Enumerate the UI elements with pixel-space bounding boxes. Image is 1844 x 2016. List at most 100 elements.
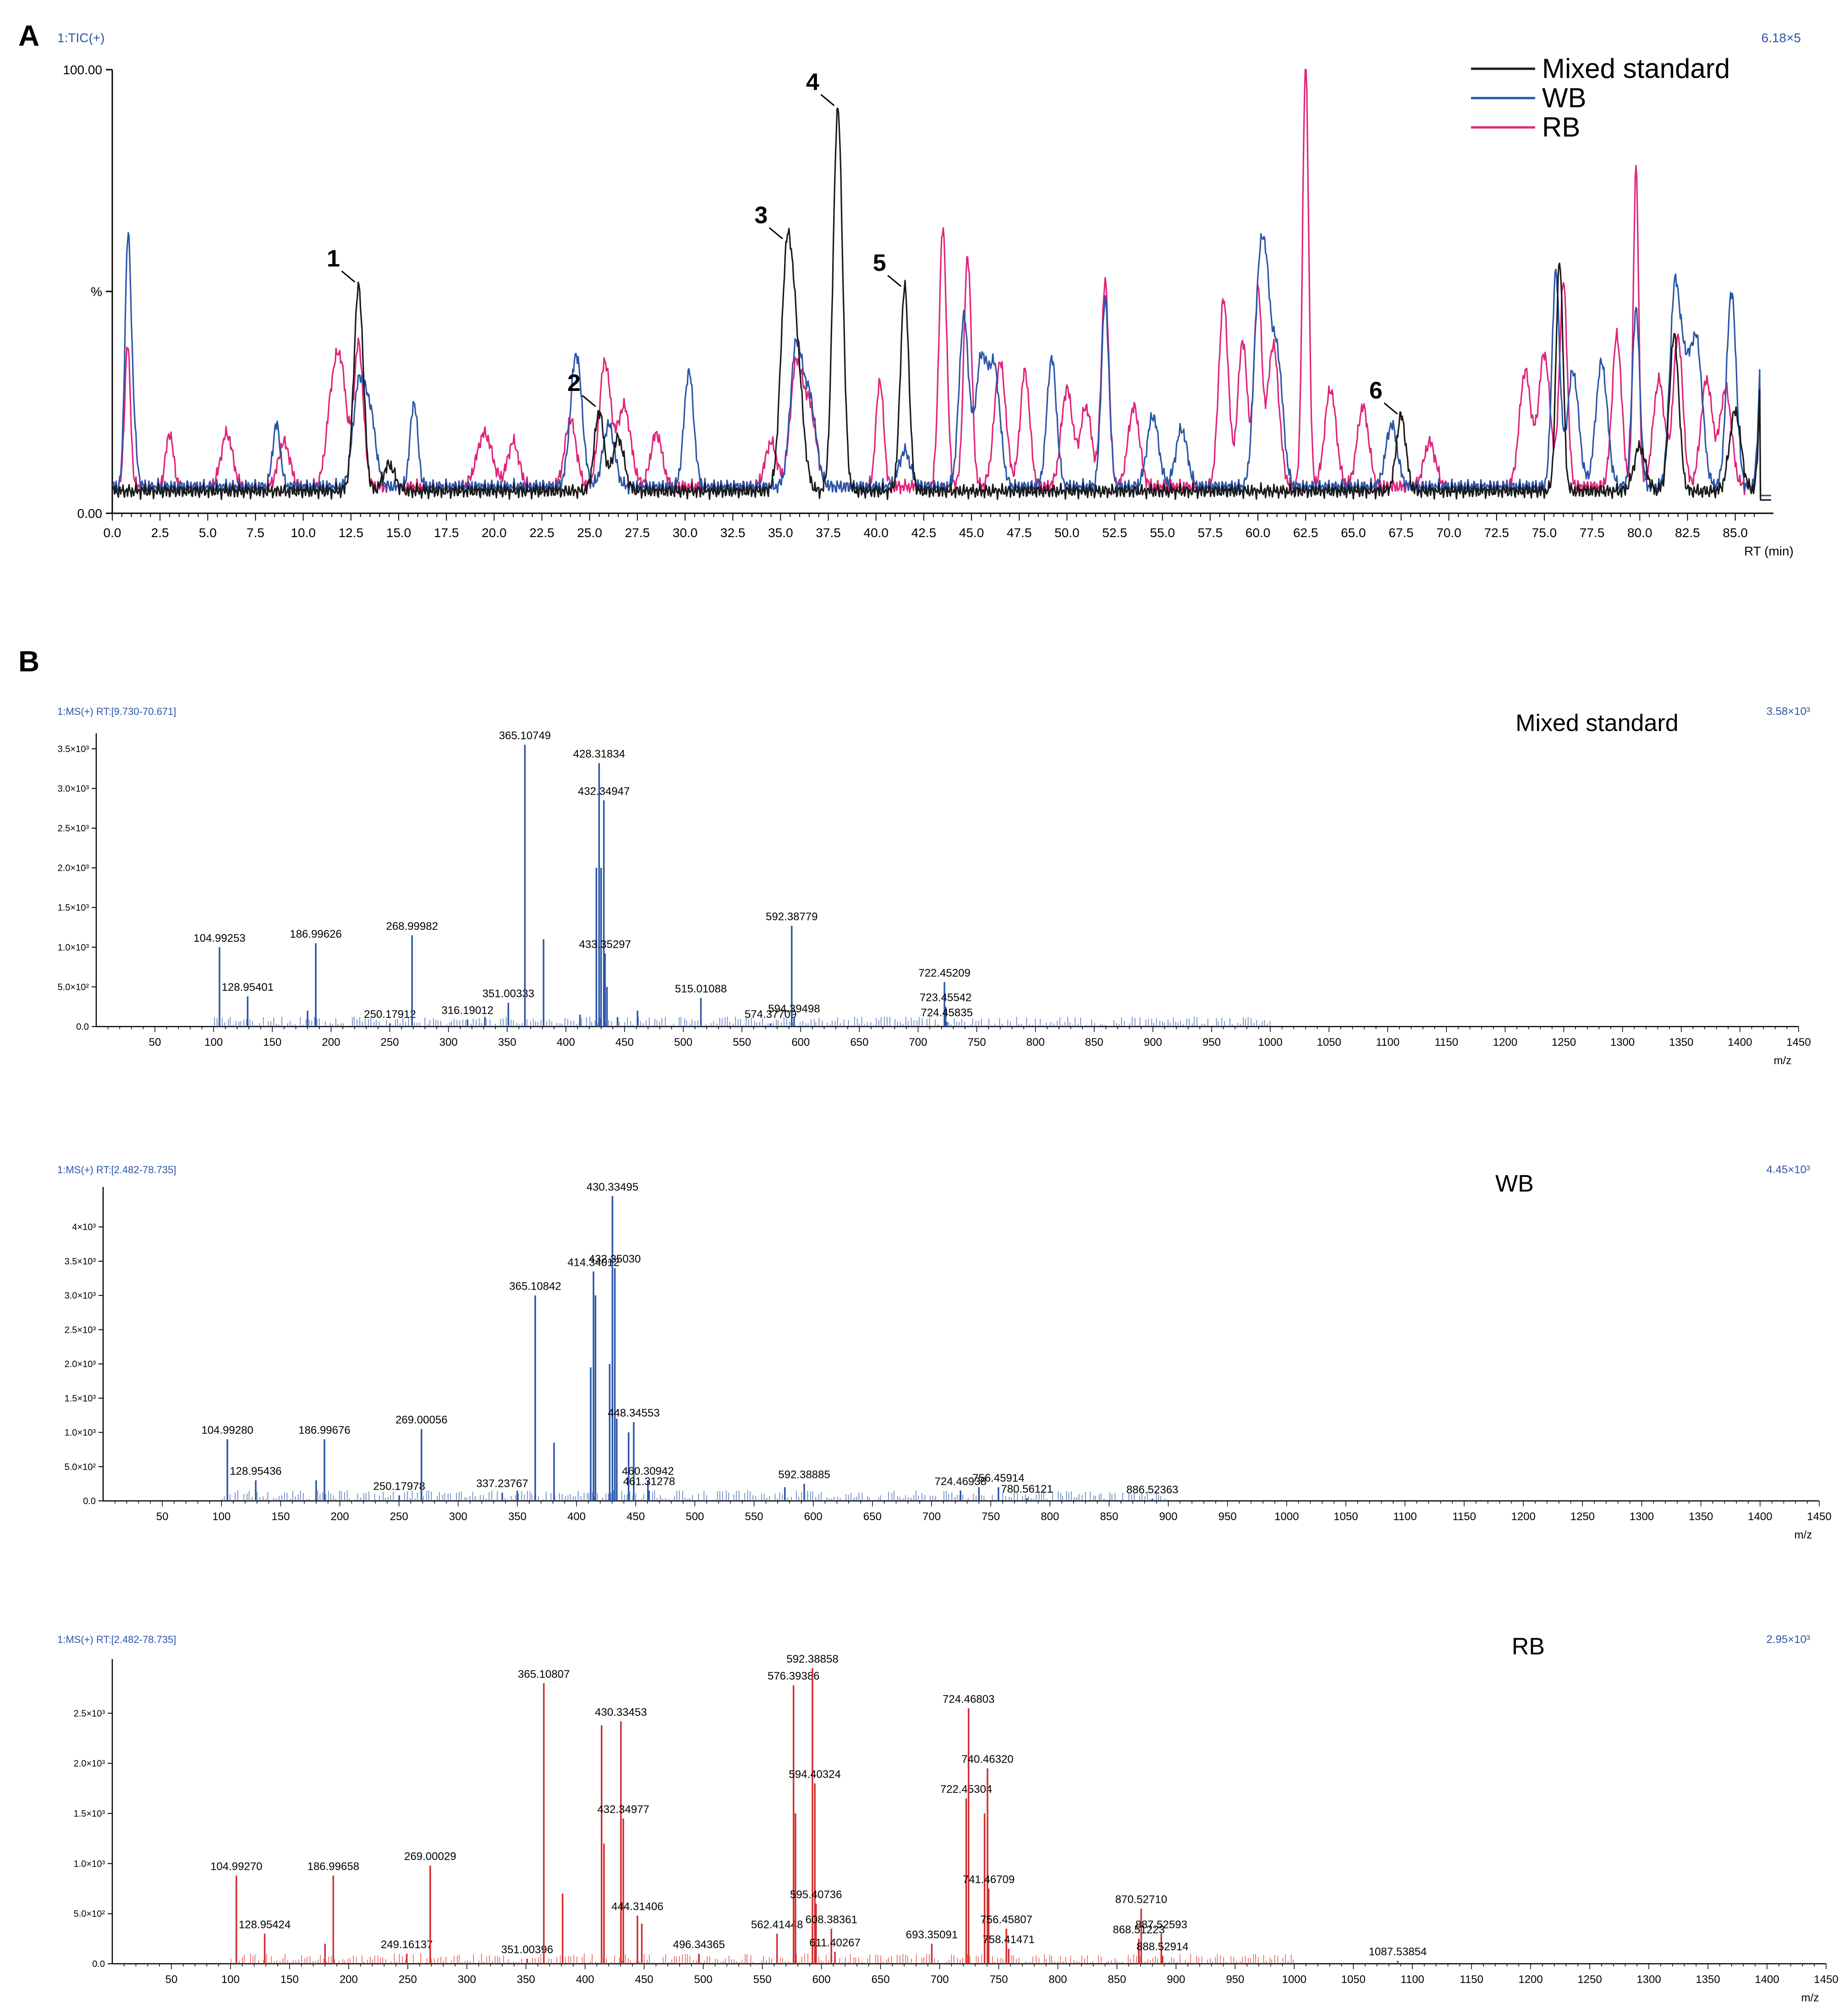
spectrum-x-tick-label: 200: [331, 1511, 349, 1523]
tic-x-tick-label: 5.0: [199, 526, 217, 540]
tic-x-tick-label: 37.5: [816, 526, 841, 540]
spectrum-x-tick-label: 1150: [1435, 1036, 1459, 1049]
ms-spectrum-mixed-standard: 1:MS(+) RT:[9.730-70.671] 3.58×10³ Mixed s…: [57, 705, 1811, 1067]
spectrum-peak-label: 515.01088: [675, 983, 727, 995]
tic-legend-label: WB: [1542, 82, 1586, 113]
spectrum-peak-label: 758.41471: [982, 1934, 1034, 1946]
spectrum-y-tick-label: 0.0: [76, 1022, 89, 1032]
spectrum-x-tick-label: 600: [812, 1973, 831, 1986]
tic-x-tick-label: 67.5: [1388, 526, 1414, 540]
spectrum-y-tick-label: 1.0×10³: [74, 1859, 105, 1869]
tic-x-tick-label: 27.5: [625, 526, 650, 540]
tic-peak-pointer: [820, 94, 835, 106]
spectrum-x-tick-label: 1400: [1728, 1036, 1752, 1049]
spectrum-x-tick-label: 1450: [1814, 1973, 1838, 1986]
tic-header-right: 6.18×5: [1762, 31, 1801, 45]
spectrum-x-tick-label: 850: [1108, 1973, 1126, 1986]
spectrum-header-right: 3.58×10³: [1767, 705, 1810, 718]
spectrum-y-tick-label: 3.0×10³: [58, 784, 89, 794]
spectrum-x-tick-label: 1350: [1669, 1036, 1693, 1049]
spectrum-x-tick-label: 50: [149, 1036, 161, 1049]
tic-x-tick-label: 77.5: [1580, 526, 1605, 540]
spectrum-peak-label: 1087.53854: [1369, 1945, 1427, 1958]
spectrum-peak-label: 104.99280: [201, 1424, 253, 1437]
spectrum-x-tick-label: 900: [1144, 1036, 1162, 1049]
spectrum-x-tick-label: 1300: [1610, 1036, 1635, 1049]
tic-x-tick-label: 0.0: [104, 526, 121, 540]
spectrum-peak-label: 562.41448: [751, 1918, 803, 1931]
spectrum-y-tick-label: 5.0×10²: [65, 1462, 96, 1472]
spectrum-x-tick-label: 500: [694, 1973, 713, 1986]
spectrum-peak-label: 128.95424: [239, 1918, 291, 1931]
tic-peak-pointer: [582, 395, 596, 407]
spectrum-y-tick-label: 1.0×10³: [58, 943, 89, 953]
spectrum-x-tick-label: 550: [745, 1511, 763, 1523]
tic-x-tick-label: 55.0: [1150, 526, 1175, 540]
spectrum-y-tick-label: 2.5×10³: [65, 1325, 96, 1335]
spectrum-peak-label: 496.34365: [673, 1939, 724, 1951]
spectrum-x-tick-label: 50: [156, 1511, 169, 1523]
spectrum-x-tick-label: 800: [1048, 1973, 1067, 1986]
spectrum-x-tick-label: 1150: [1460, 1973, 1483, 1986]
spectrum-y-tick-label: 0.0: [92, 1959, 105, 1969]
spectrum-peak-label: 432.34947: [578, 785, 630, 797]
spectrum-peak-label: 574.37709: [745, 1008, 796, 1021]
tic-peak-label-6: 6: [1369, 377, 1383, 404]
spectrum-peak-label: 365.10807: [518, 1668, 570, 1681]
spectrum-x-tick-label: 500: [674, 1036, 692, 1049]
spectrum-x-tick-label: 900: [1167, 1973, 1185, 1986]
spectrum-x-tick-label: 550: [733, 1036, 751, 1049]
tic-x-tick-label: 70.0: [1436, 526, 1461, 540]
spectrum-peak-label: 594.39498: [768, 1003, 820, 1015]
spectrum-x-tick-label: 450: [626, 1511, 645, 1523]
spectrum-y-tick-label: 1.5×10³: [65, 1394, 96, 1404]
spectrum-x-tick-label: 1150: [1452, 1511, 1476, 1523]
tic-peak-label-5: 5: [873, 250, 886, 276]
spectrum-y-tick-label: 5.0×10²: [58, 982, 89, 992]
spectrum-x-tick-label: 950: [1202, 1036, 1221, 1049]
tic-x-tick-label: 32.5: [720, 526, 746, 540]
tic-x-tick-label: 17.5: [434, 526, 459, 540]
spectrum-x-tick-label: 900: [1159, 1511, 1177, 1523]
spectrum-x-tick-label: 1250: [1577, 1973, 1602, 1986]
tic-x-tick-label: 52.5: [1102, 526, 1127, 540]
tic-x-tick-label: 40.0: [863, 526, 889, 540]
spectrum-x-tick-label: 1000: [1274, 1511, 1299, 1523]
spectrum-y-tick-label: 2.0×10³: [65, 1359, 96, 1369]
spectrum-peak-label: 724.46803: [943, 1693, 994, 1705]
spectrum-header-left: 1:MS(+) RT:[2.482-78.735]: [57, 1634, 176, 1645]
spectrum-x-tick-label: 200: [340, 1973, 358, 1986]
spectrum-y-tick-label: 2.0×10³: [58, 863, 89, 873]
spectrum-y-tick-label: 1.5×10³: [74, 1809, 105, 1819]
spectrum-peak-label: 250.17978: [373, 1480, 425, 1493]
spectrum-x-tick-label: 450: [635, 1973, 653, 1986]
spectrum-x-tick-label: 700: [930, 1973, 949, 1986]
spectrum-x-tick-label: 400: [567, 1511, 586, 1523]
spectrum-peak-label: 430.33453: [595, 1706, 647, 1719]
spectrum-x-tick-label: 700: [909, 1036, 927, 1049]
spectrum-peak-label: 460.30942: [622, 1465, 674, 1478]
spectrum-x-tick-label: 300: [458, 1973, 476, 1986]
spectrum-x-tick-label: 1050: [1317, 1036, 1341, 1049]
spectrum-peak-label: 722.45209: [918, 967, 970, 979]
spectrum-y-tick-label: 1.5×10³: [58, 903, 89, 913]
spectrum-peak-label: 128.95436: [230, 1465, 281, 1478]
ms-spectrum-rb: 1:MS(+) RT:[2.482-78.735] 2.95×10³ RB 0.0 5.…: [57, 1633, 1839, 2004]
spectrum-x-tick-label: 400: [576, 1973, 594, 1986]
tic-peak-label-2: 2: [567, 370, 581, 396]
spectrum-peak-label: 693.35091: [906, 1928, 958, 1941]
tic-y-tick-label: 0.00: [77, 506, 103, 521]
spectrum-y-tick-label: 2.0×10³: [74, 1759, 105, 1769]
tic-x-tick-label: 42.5: [911, 526, 937, 540]
tic-y-tick-label: %: [91, 285, 102, 299]
spectrum-peak-label: 611.40267: [809, 1937, 861, 1949]
spectrum-peak-label: 724.45835: [921, 1007, 972, 1019]
spectrum-peak-label: 868.51223: [1113, 1923, 1164, 1936]
tic-peak-pointer: [887, 275, 902, 287]
spectrum-x-tick-label: 950: [1226, 1973, 1244, 1986]
tic-peak-pointer: [768, 227, 783, 240]
spectrum-peak-label: 269.00056: [395, 1414, 447, 1426]
tic-x-label: RT (min): [1744, 544, 1794, 558]
spectrum-peak-label: 724.46938: [934, 1476, 986, 1488]
